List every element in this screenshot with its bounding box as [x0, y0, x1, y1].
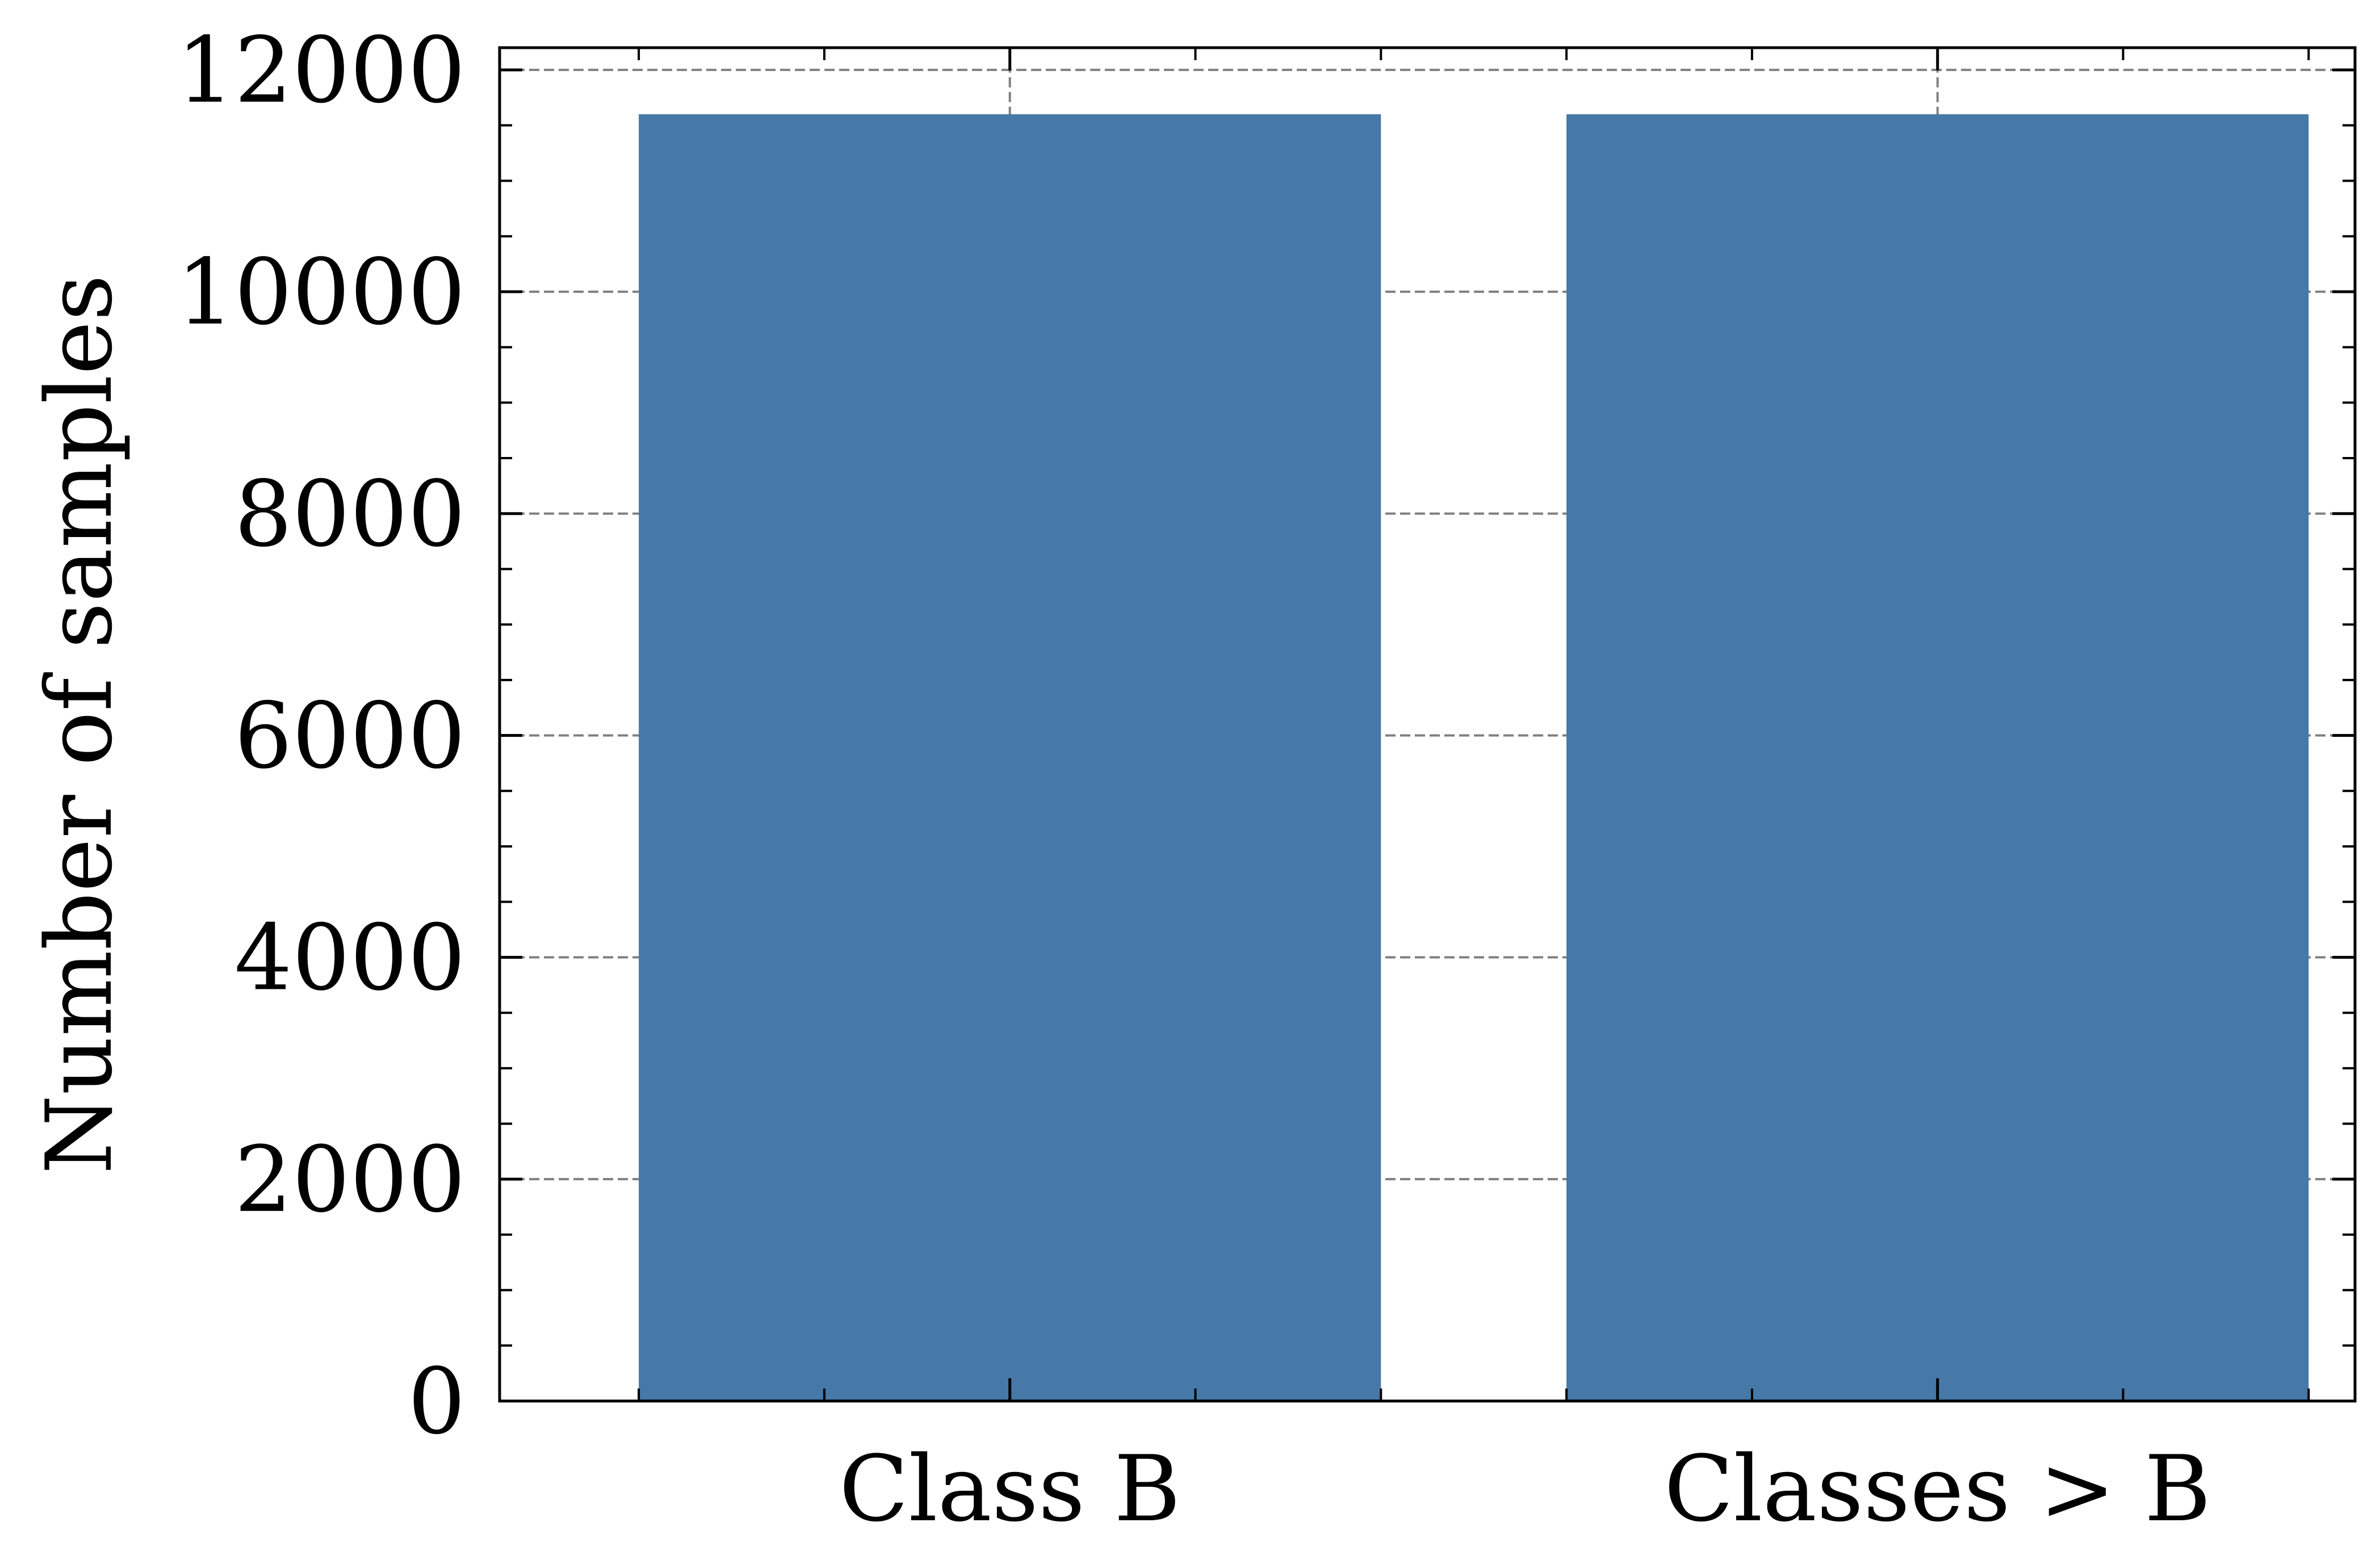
- y-tick-label: 0: [408, 1348, 466, 1454]
- x-tick-label: Classes > B: [1664, 1436, 2211, 1542]
- y-tick-labels: 0 2000 4000 6000 8000 10000 12000: [177, 17, 466, 1454]
- y-tick-label: 8000: [234, 461, 466, 567]
- axis-ticks: [500, 48, 2355, 1403]
- bars: [639, 114, 2309, 1402]
- y-tick-label: 10000: [177, 239, 466, 345]
- x-tick-label: Class B: [839, 1436, 1181, 1542]
- plot-frame: [498, 46, 2357, 1403]
- y-tick-label: 2000: [234, 1126, 466, 1232]
- bar-1: [639, 114, 1381, 1402]
- bar-2: [1566, 114, 2309, 1402]
- y-tick-label: 6000: [234, 683, 466, 789]
- y-axis-label: Number of samples: [26, 274, 132, 1174]
- x-tick-labels: Class B Classes > B: [839, 1436, 2211, 1542]
- y-tick-label: 12000: [177, 17, 466, 123]
- y-tick-label: 4000: [234, 904, 466, 1010]
